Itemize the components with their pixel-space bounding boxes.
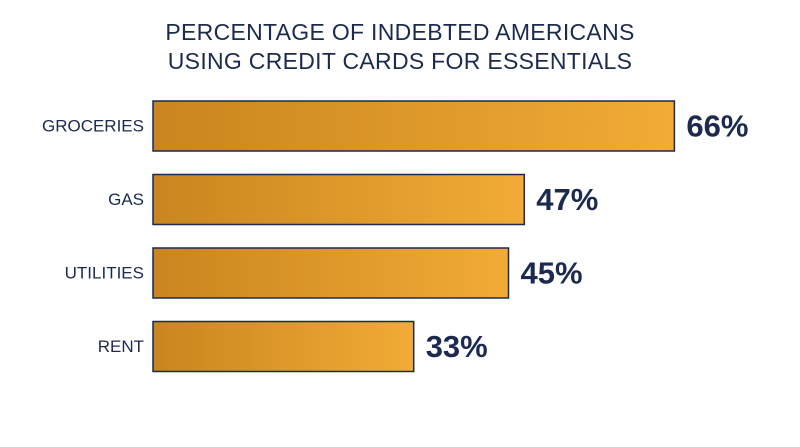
bar-rent xyxy=(152,320,415,373)
value-label-utilities: 45% xyxy=(521,256,583,291)
category-label-rent: RENT xyxy=(98,337,144,356)
chart-title-line-2: USING CREDIT CARDS FOR ESSENTIALS xyxy=(167,48,633,74)
value-label-groceries: 66% xyxy=(686,109,748,144)
chart-title-line-1: PERCENTAGE OF INDEBTED AMERICANS xyxy=(165,19,635,45)
category-label-utilities: UTILITIES xyxy=(65,264,144,283)
bars-group: GROCERIES 66% GAS 47% UTILITIES 45% RENT 33% xyxy=(42,100,748,373)
category-label-gas: GAS xyxy=(108,190,144,209)
bar-gas xyxy=(152,173,526,226)
chart-title: PERCENTAGE OF INDEBTED AMERICANS USING C… xyxy=(0,18,800,76)
value-label-gas: 47% xyxy=(536,182,598,217)
bar-groceries xyxy=(152,100,676,152)
category-label-groceries: GROCERIES xyxy=(42,117,144,136)
bar-utilities xyxy=(152,247,510,299)
value-label-rent: 33% xyxy=(426,329,488,364)
